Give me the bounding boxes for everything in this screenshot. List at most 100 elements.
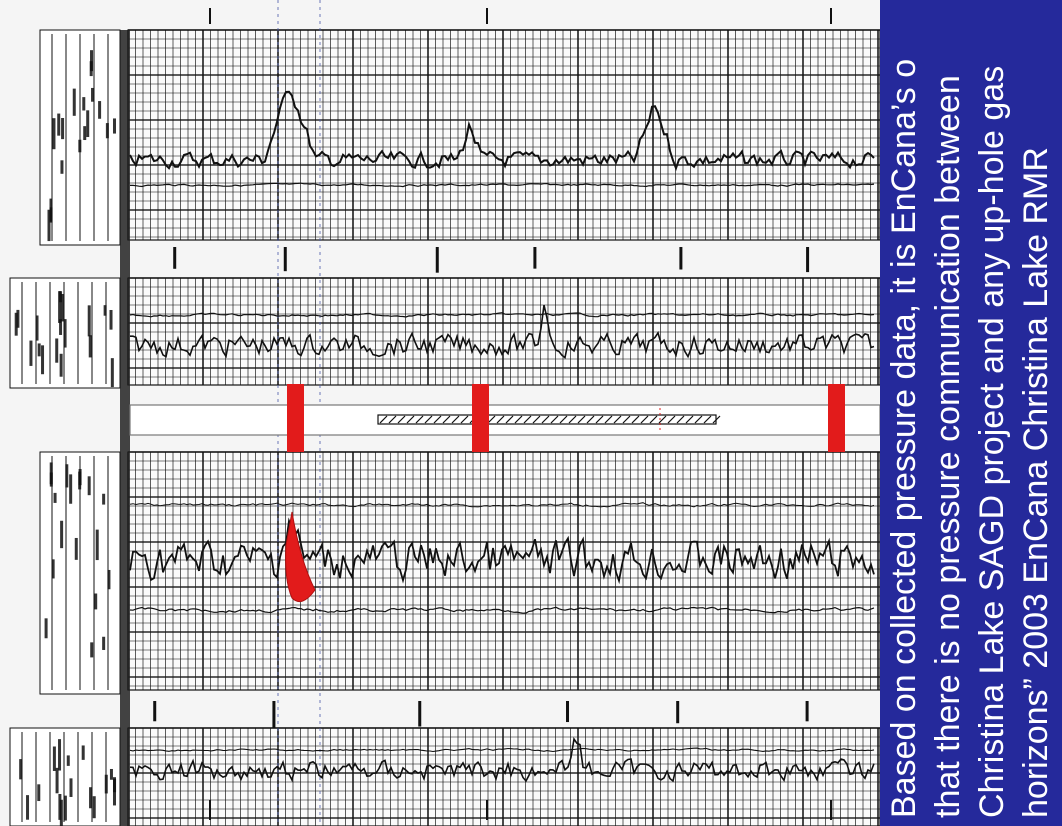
header-glyph [29, 340, 33, 366]
header-glyph [94, 593, 98, 610]
scale-label-glyph [272, 701, 276, 729]
header-glyph [102, 493, 106, 505]
header-glyph [53, 492, 57, 503]
header-glyph [58, 291, 62, 323]
caliper-curve [130, 182, 875, 188]
header-glyph [66, 755, 70, 766]
hatch-line [712, 415, 721, 424]
hatch-line [460, 415, 469, 424]
header-glyph [58, 794, 62, 820]
header-glyph [59, 319, 63, 335]
header-glyph [89, 61, 93, 77]
header-glyph [16, 309, 20, 328]
hatch-line [397, 415, 406, 424]
header-glyph [26, 795, 30, 820]
scale-label-glyph [679, 247, 683, 270]
hatch-line [433, 415, 442, 424]
header-glyph [61, 117, 65, 140]
hatch-line [541, 415, 550, 424]
header-glyph [90, 50, 94, 72]
hatch-line [694, 415, 703, 424]
scale-label-glyph [435, 247, 439, 273]
hatch-line [577, 415, 586, 424]
header-glyph [55, 767, 59, 794]
header-glyph [105, 123, 109, 139]
hatch-line [442, 415, 451, 424]
header-glyph [35, 315, 39, 341]
header-glyph [72, 88, 76, 116]
log-curves [129, 90, 875, 783]
log-grids [120, 0, 881, 826]
hatch-line [559, 415, 568, 424]
header-glyph [82, 97, 86, 111]
caption-line-3: Christina Lake SAGD project and any up-h… [973, 65, 1011, 818]
red-marker-3 [828, 384, 845, 452]
scale-label-glyph [153, 701, 157, 722]
hatch-line [631, 415, 640, 424]
lower-log-grid [127, 451, 881, 691]
scale-label-glyph [283, 247, 287, 272]
header-glyph [103, 305, 107, 316]
scale-label-glyph [805, 701, 809, 722]
header-glyph [83, 126, 87, 141]
header-glyph [60, 294, 64, 322]
upper-log-grid [127, 29, 881, 241]
header-glyph [109, 768, 113, 780]
scale-label-glyph [676, 701, 680, 724]
hatch-line [514, 415, 523, 424]
hatch-line [649, 415, 658, 424]
hatch-line [424, 415, 433, 424]
header-glyph [37, 784, 41, 802]
header-glyph [52, 118, 56, 150]
header-glyph [89, 787, 93, 809]
gamma-curve [129, 90, 875, 172]
resistivity-curve-lower-shallow [129, 747, 875, 753]
resistivity-curve-deep [130, 304, 875, 360]
caption-line-4: horizons” 2003 EnCana Christina Lake RMR [1017, 147, 1055, 818]
hatch-line [667, 415, 676, 424]
header-glyph [69, 778, 73, 797]
hatch-line [613, 415, 622, 424]
resistivity-curve-shallow [129, 312, 875, 318]
hatch-line [523, 415, 532, 424]
header-glyph [59, 353, 63, 377]
hatch-line [640, 415, 649, 424]
header-glyph [78, 139, 82, 153]
hatch-line [388, 415, 397, 424]
hatch-line [415, 415, 424, 424]
hatch-line [658, 415, 667, 424]
header-glyph [112, 118, 116, 134]
header-glyph [57, 113, 61, 136]
header-glyph [47, 209, 51, 242]
header-glyph [49, 207, 53, 223]
hatch-line [676, 415, 685, 424]
scale-label-glyph [806, 247, 810, 273]
scale-label-glyph [566, 701, 570, 723]
header-glyph [60, 160, 64, 174]
header-glyph [86, 110, 90, 138]
scale-label-glyph [533, 247, 537, 269]
hatch-line [568, 415, 577, 424]
caption-line-1: Based on collected pressure data, it is … [885, 58, 923, 818]
red-marker-2 [472, 384, 489, 452]
red-marker-1 [287, 384, 304, 452]
scale-label-glyph [418, 701, 422, 727]
header-glyph [44, 618, 48, 639]
hatch-line [379, 415, 388, 424]
neutron-curve [129, 502, 875, 508]
header-glyph [52, 746, 56, 771]
caption-line-2: that there is no pressure communication … [929, 75, 967, 818]
header-glyph [69, 474, 73, 504]
resistivity-curve-lower [129, 737, 875, 783]
hatch-line [685, 415, 694, 424]
track-header [9, 277, 121, 389]
header-glyph [87, 305, 91, 337]
density-curve [129, 606, 875, 614]
header-glyph [37, 343, 41, 357]
header-glyph [14, 312, 18, 336]
header-glyph [113, 778, 117, 793]
header-glyph [110, 358, 114, 388]
header-glyph [81, 745, 85, 760]
scale-label-glyph [173, 247, 177, 269]
